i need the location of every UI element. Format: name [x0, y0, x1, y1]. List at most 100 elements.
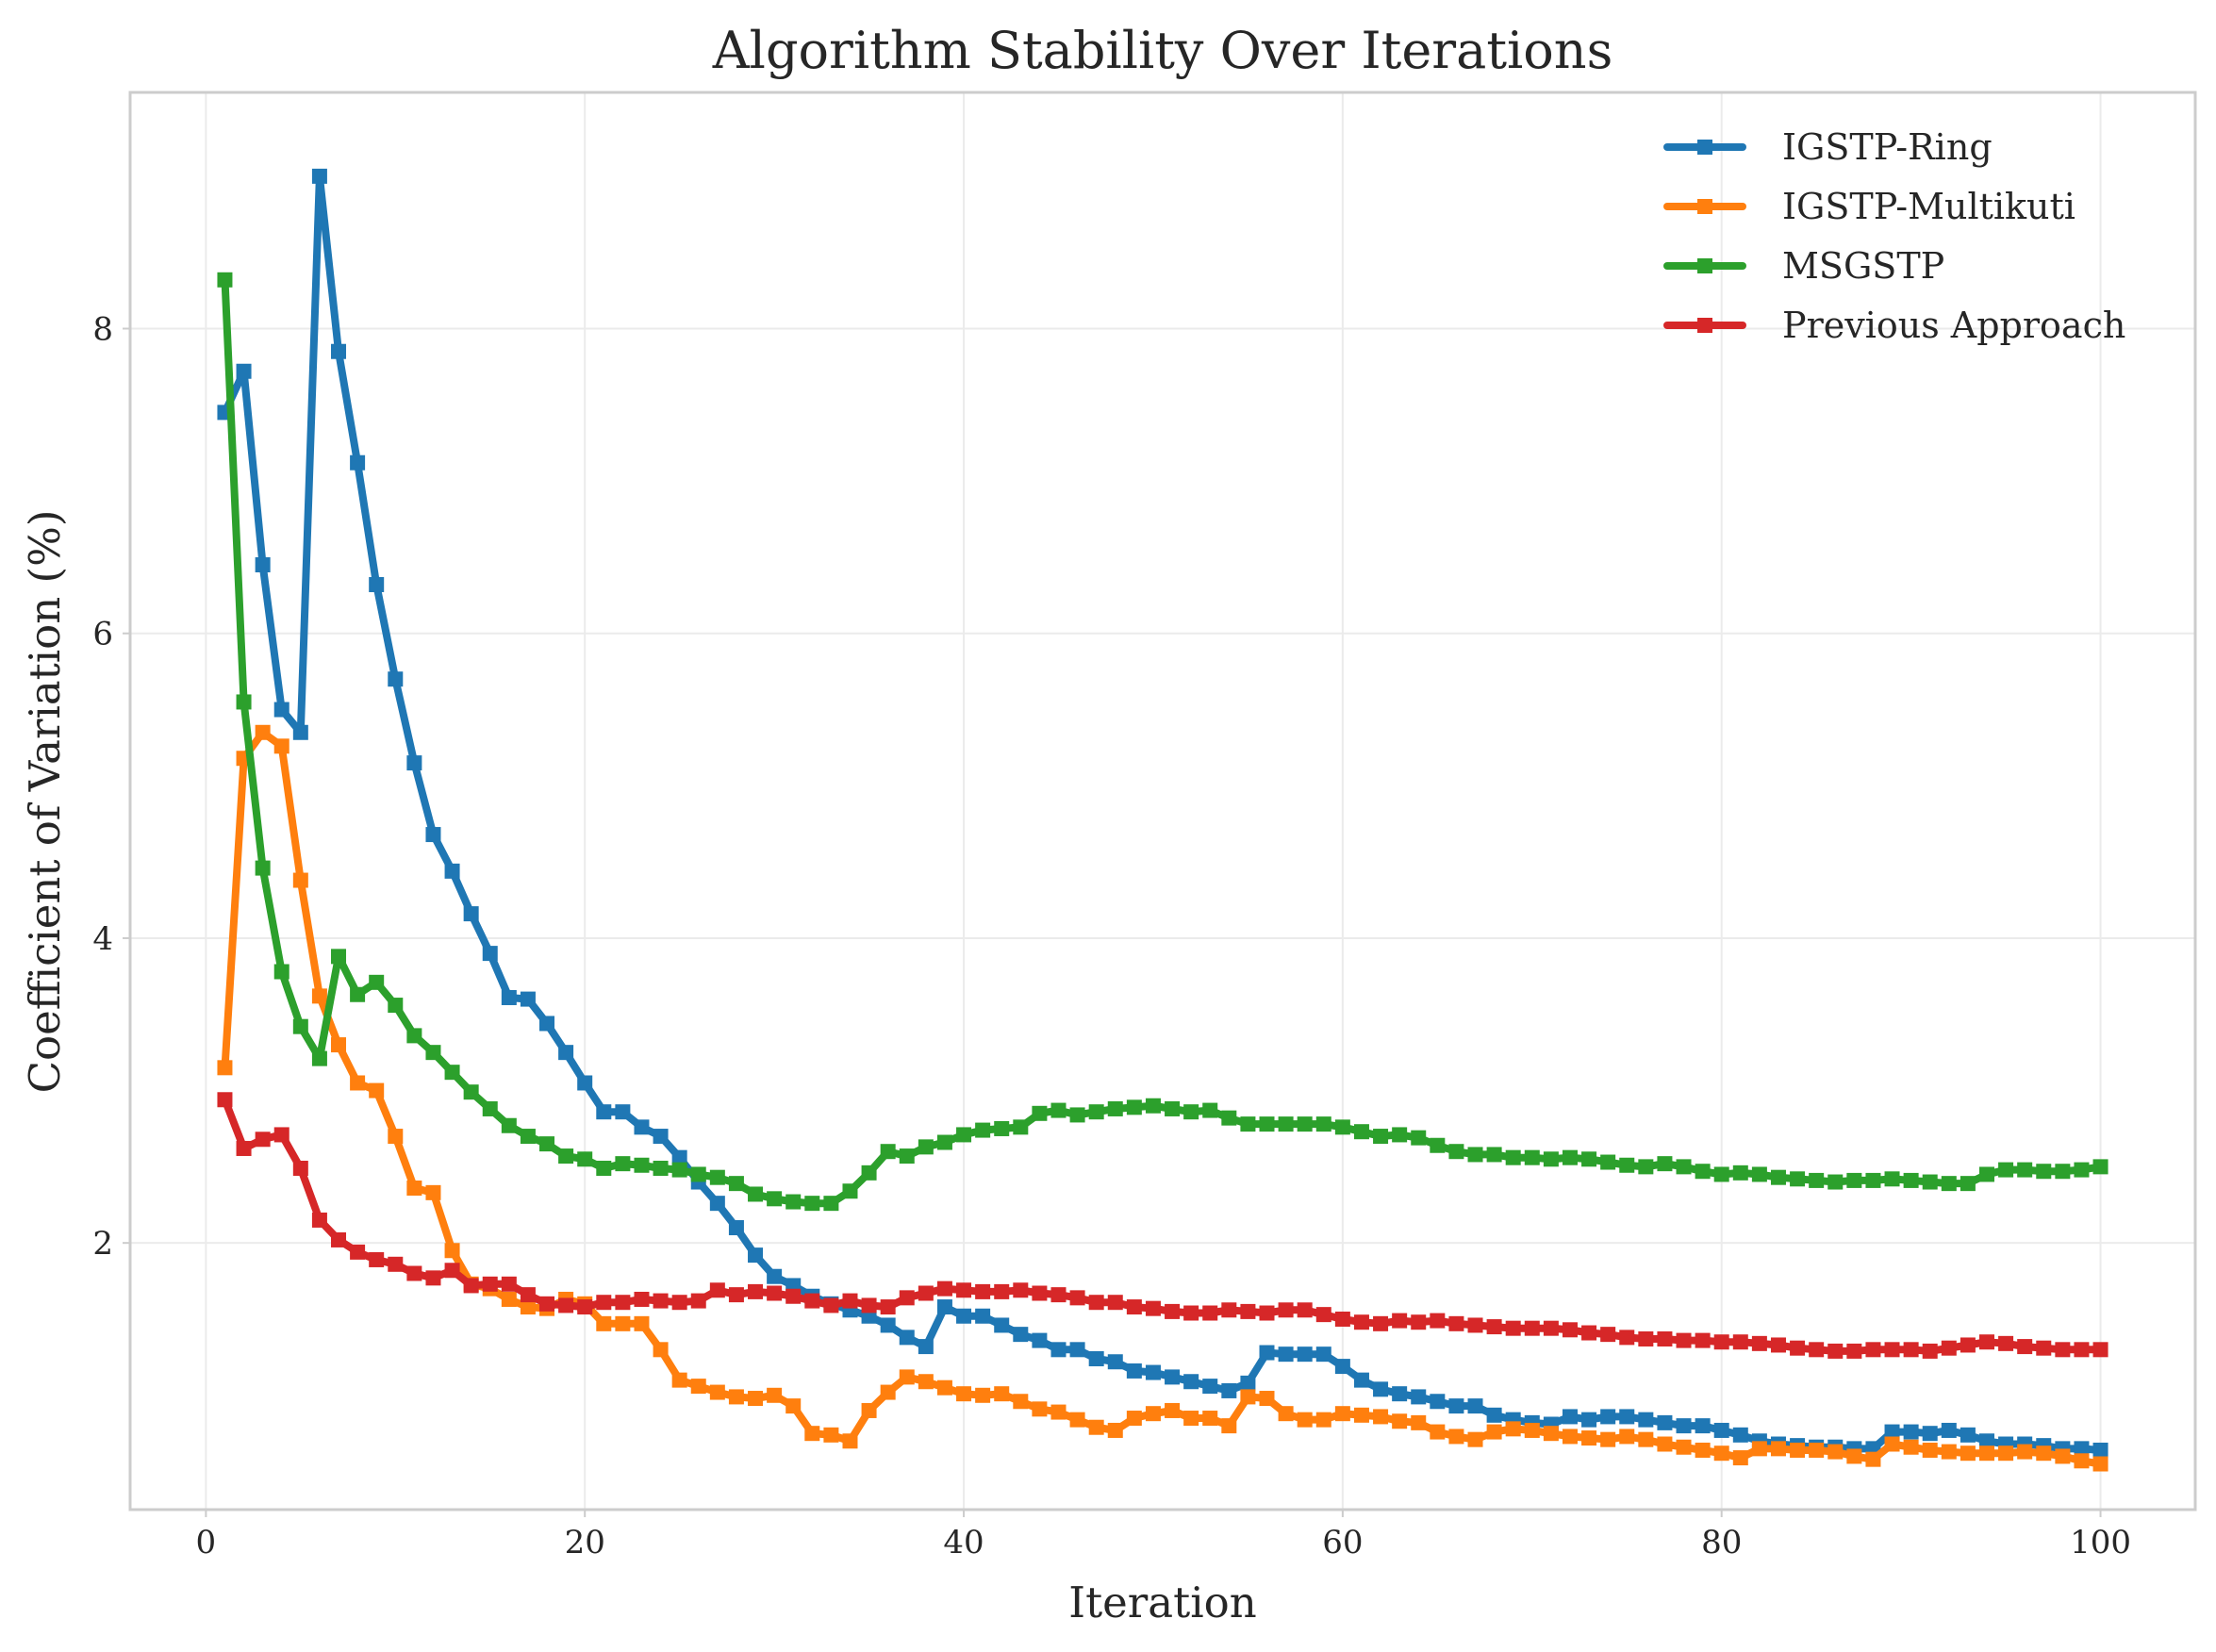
data-point [1695, 1164, 1711, 1180]
data-point [1619, 1157, 1635, 1173]
data-point [748, 1247, 764, 1264]
data-point [1486, 1407, 1502, 1423]
data-point [1334, 1119, 1350, 1135]
data-point [880, 1384, 896, 1400]
data-point [1050, 1102, 1067, 1118]
data-point [577, 1299, 593, 1315]
data-point [1903, 1172, 1919, 1188]
data-point [615, 1104, 631, 1120]
data-point [936, 1134, 952, 1150]
data-point [1315, 1346, 1331, 1363]
data-point [482, 1276, 498, 1292]
data-point [1315, 1116, 1331, 1132]
data-point [1183, 1104, 1199, 1120]
data-point [1827, 1444, 1844, 1460]
data-point [709, 1196, 725, 1212]
data-point [615, 1315, 631, 1331]
data-point [217, 1060, 233, 1076]
data-point [2036, 1446, 2052, 1462]
data-point [217, 272, 233, 288]
data-point [767, 1387, 783, 1403]
data-point [918, 1339, 934, 1355]
data-point [1978, 1433, 1994, 1449]
data-point [236, 694, 252, 710]
series-3 [217, 1092, 2109, 1359]
data-point [690, 1379, 706, 1395]
data-point [1448, 1315, 1464, 1331]
data-point [1619, 1409, 1635, 1425]
data-point [1732, 1334, 1748, 1350]
data-point [1524, 1422, 1540, 1438]
data-point [311, 1050, 327, 1066]
legend-marker [1697, 258, 1712, 273]
data-point [1751, 1441, 1767, 1457]
data-point [786, 1288, 802, 1304]
data-point [1297, 1412, 1313, 1428]
data-point [1183, 1305, 1199, 1321]
data-point [1467, 1431, 1483, 1447]
data-point [1448, 1398, 1464, 1414]
data-point [1411, 1130, 1427, 1146]
data-point [1392, 1413, 1408, 1429]
data-point [292, 724, 308, 740]
data-point [786, 1194, 802, 1210]
data-point [2017, 1162, 2033, 1178]
data-point [406, 755, 422, 771]
data-point [273, 702, 289, 718]
data-point [1960, 1337, 1976, 1353]
data-point [425, 1270, 441, 1286]
legend-label: MSGSTP [1782, 245, 1944, 287]
data-point [1543, 1151, 1559, 1167]
data-point [1334, 1359, 1350, 1375]
data-point [956, 1282, 972, 1298]
data-point [236, 1140, 252, 1156]
data-point [1790, 1442, 1806, 1458]
legend: IGSTP-Ring IGSTP-Multikuti MSGSTP Previous … [1663, 126, 2125, 346]
data-point [596, 1104, 612, 1120]
data-point [520, 1299, 536, 1315]
data-point [406, 1028, 422, 1044]
data-point [596, 1295, 612, 1311]
data-point [1790, 1340, 1806, 1356]
data-point [671, 1372, 687, 1388]
data-point [1998, 1446, 2014, 1462]
data-point [255, 724, 271, 740]
data-point [577, 1075, 593, 1091]
data-point [1013, 1119, 1029, 1135]
data-point [823, 1297, 839, 1313]
data-point [653, 1293, 669, 1309]
data-point [463, 1278, 479, 1294]
data-point [1657, 1414, 1673, 1430]
data-point [956, 1308, 972, 1324]
x-tick-label: 0 [196, 1524, 217, 1561]
data-point [501, 1117, 517, 1133]
data-point [1240, 1389, 1256, 1405]
x-tick-label: 100 [2070, 1524, 2131, 1561]
data-point [2036, 1340, 2052, 1356]
data-point [804, 1293, 820, 1309]
data-point [1088, 1351, 1104, 1367]
data-point [956, 1386, 972, 1402]
data-point [1126, 1299, 1142, 1315]
data-point [1202, 1305, 1218, 1321]
data-point [1941, 1340, 1957, 1356]
data-point [1581, 1430, 1597, 1446]
data-point [1165, 1303, 1181, 1319]
data-point [1903, 1439, 1919, 1455]
data-point [482, 1100, 498, 1116]
data-point [1202, 1411, 1218, 1427]
legend-item: IGSTP-Multikuti [1663, 186, 2075, 227]
data-point [482, 946, 498, 962]
data-point [2092, 1456, 2109, 1472]
data-point [767, 1268, 783, 1284]
data-point [388, 998, 404, 1014]
data-point [520, 1129, 536, 1145]
data-point [634, 1157, 650, 1173]
data-point [1050, 1404, 1067, 1420]
data-point [1145, 1098, 1161, 1114]
data-point [1922, 1343, 1938, 1359]
data-point [1221, 1302, 1237, 1318]
data-point [861, 1402, 877, 1418]
data-point [728, 1220, 744, 1236]
